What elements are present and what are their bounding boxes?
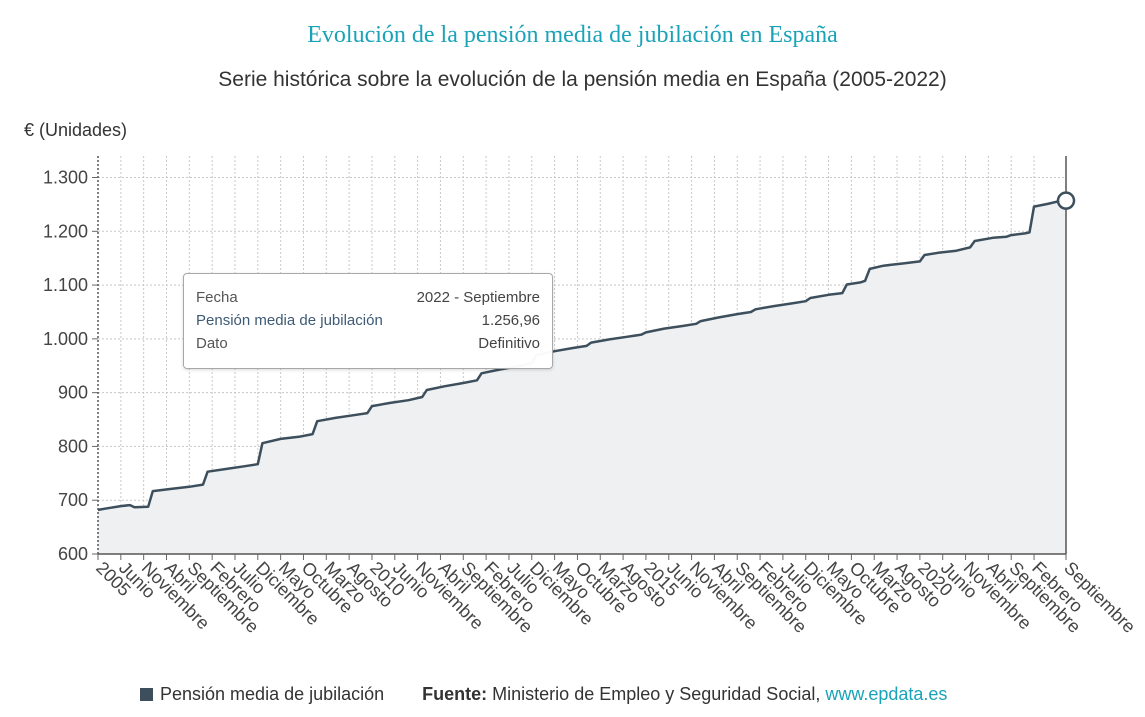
source-prefix: Fuente: — [422, 684, 488, 704]
chart-title: Evolución de la pensión media de jubilac… — [307, 22, 838, 48]
tooltip: Fecha 2022 - Septiembre Pensión media de… — [183, 273, 553, 369]
tooltip-row-value: Pensión media de jubilación 1.256,96 — [196, 312, 540, 329]
highlight-point[interactable] — [1056, 191, 1076, 210]
y-tick-label: 1.200 — [43, 221, 88, 241]
source-link[interactable]: www.epdata.es — [825, 684, 948, 704]
y-tick-label: 600 — [58, 544, 88, 564]
y-tick-label: 800 — [58, 436, 88, 456]
tooltip-date-value: 2022 - Septiembre — [416, 289, 540, 306]
tooltip-status-value: Definitivo — [478, 335, 540, 352]
legend-item[interactable]: Pensión media de jubilación — [140, 684, 384, 705]
y-axis-label: € (Unidades) — [24, 120, 127, 140]
series-line[interactable] — [97, 199, 1067, 512]
legend-label: Pensión media de jubilación — [160, 684, 385, 704]
tooltip-series-value: 1.256,96 — [481, 312, 540, 329]
chart-footer: Pensión media de jubilación Fuente: Mini… — [140, 684, 947, 705]
series-area — [98, 200, 1066, 554]
tooltip-row-status: Dato Definitivo — [196, 335, 540, 352]
tooltip-series-label: Pensión media de jubilación — [196, 312, 383, 329]
source-credit: Fuente: Ministerio de Empleo y Seguridad… — [422, 684, 947, 705]
y-tick-label: 700 — [58, 490, 88, 510]
legend-swatch — [140, 688, 153, 701]
tooltip-date-label: Fecha — [196, 289, 238, 306]
chart-subtitle: Serie histórica sobre la evolución de la… — [218, 68, 947, 91]
y-tick-label: 1.100 — [43, 275, 88, 295]
tooltip-status-label: Dato — [196, 335, 228, 352]
y-tick-label: 900 — [58, 383, 88, 403]
tooltip-row-date: Fecha 2022 - Septiembre — [196, 289, 540, 306]
source-text: Ministerio de Empleo y Seguridad Social, — [492, 684, 821, 704]
y-tick-label: 1.300 — [43, 168, 88, 188]
y-tick-label: 1.000 — [43, 329, 88, 349]
